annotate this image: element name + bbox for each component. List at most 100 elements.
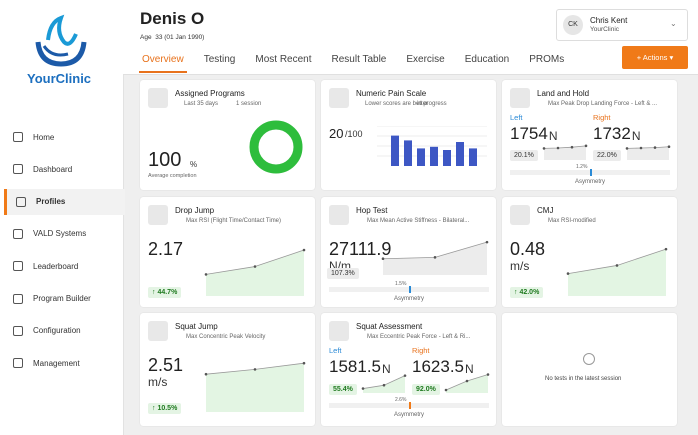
trend-dot	[433, 256, 437, 259]
tab[interactable]: Education	[464, 54, 510, 65]
tab[interactable]: Exercise	[406, 54, 445, 65]
pain-value: 20	[329, 126, 344, 141]
nav-icon	[13, 325, 23, 336]
trend-dot	[625, 147, 629, 150]
card-icon	[329, 88, 349, 108]
metric-card[interactable]: Numeric Pain Scale Lower scores are bette…	[321, 80, 496, 190]
card-title: CMJ	[537, 206, 554, 215]
trend-area	[363, 375, 405, 393]
sparkline	[361, 374, 407, 393]
change-badge: ↑ 44.7%	[148, 287, 182, 298]
card-subtitle: Max Peak Drop Landing Force - Left & ...	[548, 101, 658, 107]
card-title: Drop Jump	[175, 206, 215, 215]
trend-dot	[302, 248, 306, 252]
trend-dot	[653, 146, 657, 149]
change-badge: 22.0%	[593, 150, 621, 161]
nav-item[interactable]: Program Builder	[4, 286, 122, 312]
trend-area	[627, 146, 669, 160]
tab[interactable]: Most Recent	[255, 54, 312, 65]
side-value: 1623.5	[412, 357, 464, 376]
metric-card[interactable]: Hop Test Max Mean Active Stiffness - Bila…	[321, 197, 496, 307]
change-badge: 55.4%	[329, 384, 357, 395]
metric-card[interactable]: Squat Assessment Max Eccentric Peak Force…	[321, 313, 496, 426]
side-label: Right	[593, 113, 611, 122]
metric-card[interactable]: Squat Jump Max Concentric Peak Velocity 2.…	[140, 313, 315, 426]
change-value: 10.5%	[157, 405, 178, 412]
sparkline	[204, 248, 306, 296]
card-icon	[148, 205, 168, 225]
tab[interactable]: Overview	[142, 54, 184, 65]
actions-button[interactable]: + Actions ▾	[622, 46, 688, 69]
metric-card[interactable]: Assigned Programs Last 35 days 1 session 10…	[140, 80, 315, 190]
card-meta: Last 35 days	[184, 101, 219, 107]
nav-item[interactable]: VALD Systems	[4, 221, 122, 247]
tab[interactable]: PROMs	[529, 54, 565, 65]
nav-item[interactable]: Management	[4, 350, 122, 376]
card-subtitle: Max RSI-modified	[548, 218, 596, 224]
change-badge: ↑ 42.0%	[510, 287, 544, 298]
trend-area	[206, 363, 304, 412]
tab[interactable]: Result Table	[331, 54, 387, 65]
card-title: Assigned Programs	[175, 89, 245, 98]
metric-unit: m/s	[510, 259, 530, 273]
nav-item[interactable]: Configuration	[4, 318, 122, 344]
card-subtitle: Max Mean Active Stiffness - Bilateral...	[367, 218, 470, 224]
empty-icon	[583, 353, 595, 365]
pain-unit: /100	[345, 129, 363, 139]
trend-area	[446, 374, 488, 393]
nav-icon	[13, 228, 23, 239]
trend-dot	[382, 383, 386, 387]
nav-label: Home	[33, 132, 55, 142]
trend-dot	[253, 368, 257, 371]
side-value: 1581.5	[329, 357, 381, 376]
trend-dot	[485, 240, 489, 244]
logo-text: YourClinic	[27, 71, 92, 86]
trend-area	[206, 250, 304, 296]
sparkline	[625, 145, 671, 160]
side-unit: N	[548, 129, 558, 143]
donut-arc	[249, 120, 303, 174]
metric-card[interactable]: No tests in the latest session	[502, 313, 677, 426]
nav-icon	[16, 196, 26, 207]
nav-label: Configuration	[33, 326, 81, 336]
asymmetry-marker	[409, 402, 411, 409]
card-subtitle: Max Eccentric Peak Force - Left & Ri...	[367, 334, 471, 340]
nav-item[interactable]: Home	[4, 124, 122, 150]
card-title: Land and Hold	[537, 89, 590, 98]
sparkline	[204, 361, 306, 412]
asymmetry-label: Asymmetry	[394, 296, 424, 302]
metric-card[interactable]: CMJ Max RSI-modified 0.48 m/s ↑ 42.0%	[502, 197, 677, 307]
nav-item[interactable]: Dashboard	[4, 156, 122, 182]
pain-bar	[404, 140, 412, 166]
card-meta: in progress	[417, 101, 447, 107]
card-meta: 1 session	[236, 101, 262, 107]
metric-card[interactable]: Land and Hold Max Peak Drop Landing Force…	[502, 80, 677, 190]
user-name: Chris Kent	[590, 16, 628, 25]
user-menu[interactable]: CK Chris Kent YourClinic ⌄	[556, 9, 688, 41]
completion-caption: Average completion	[148, 173, 197, 179]
asymmetry-label: Asymmetry	[575, 179, 605, 185]
metric-value: 2.17	[148, 239, 184, 259]
card-title: Hop Test	[356, 206, 388, 215]
pain-bar	[430, 146, 438, 166]
profile-name: Denis O	[140, 9, 205, 28]
tab-underline	[139, 71, 187, 73]
asymmetry-value: 2.6%	[395, 397, 407, 403]
metric-card[interactable]: Drop Jump Max RSI (Flight Time/Contact Ti…	[140, 197, 315, 307]
trend-dot	[542, 147, 546, 150]
nav-item[interactable]: Leaderboard	[4, 253, 122, 279]
side-unit: N	[631, 129, 641, 143]
side-value: 1754	[510, 124, 548, 143]
trend-dot	[444, 388, 448, 392]
header: Denis O Age 33 (01 Jan 1990) CK Chris Ke…	[123, 0, 698, 75]
nav-label: Leaderboard	[33, 261, 79, 271]
nav-label: VALD Systems	[33, 229, 87, 239]
trend-dot	[664, 247, 668, 251]
pain-bar	[443, 150, 451, 166]
trend-dot	[570, 145, 574, 149]
nav-item[interactable]: Profiles	[4, 188, 125, 215]
trend-dot	[253, 265, 257, 268]
tab[interactable]: Testing	[203, 54, 236, 65]
trend-line	[543, 145, 587, 149]
pain-bar	[456, 142, 464, 166]
